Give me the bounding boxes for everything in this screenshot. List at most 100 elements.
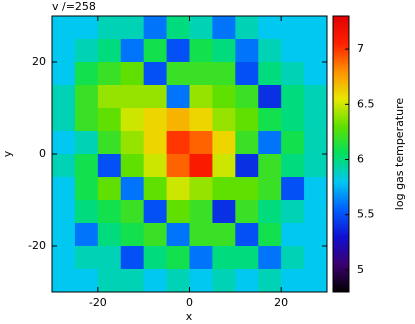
heat-cell [281,177,305,201]
heat-cell [143,223,168,247]
heat-cell [143,85,168,109]
x-tick-label: 20 [274,296,288,309]
heat-cell [189,246,213,270]
heat-cell [166,223,190,247]
heat-cell [235,246,259,270]
heat-cell [52,223,76,247]
heat-cell [281,154,305,178]
heat-cell [74,85,99,109]
heat-cell [120,108,145,132]
heat-cell [212,223,236,247]
heat-cell [304,16,328,40]
colorbar-tick-label: 5.5 [357,208,375,221]
heat-cell [304,246,328,270]
heat-cell [97,223,122,247]
heat-cell [52,269,76,293]
heat-cell [74,200,99,224]
heat-cell [258,62,282,86]
heat-cell [212,200,236,224]
heat-cell [74,246,99,270]
heat-cell [235,62,259,86]
heat-cell [281,200,305,224]
heat-cell [258,177,282,201]
heat-cell [74,62,99,86]
heat-cell [74,177,99,201]
x-axis-label: x [186,310,193,323]
y-tick-label: 0 [39,147,46,160]
heat-cell [52,16,76,40]
heat-cell [235,39,259,63]
heat-cell [304,62,328,86]
heat-cell [212,16,236,40]
heat-cell [52,200,76,224]
heat-cell [74,269,99,293]
heat-cell [212,62,236,86]
heat-cell [143,269,168,293]
heat-cell [281,246,305,270]
heat-cell [258,39,282,63]
heat-cell [74,39,99,63]
heat-cell [189,62,213,86]
heat-cell [235,200,259,224]
heat-cell [74,108,99,132]
heat-cell [52,62,76,86]
heat-cell [97,200,122,224]
heat-cell [212,108,236,132]
heat-cell [304,85,328,109]
colorbar-label: log gas temperature [393,98,406,211]
heat-cell [235,131,259,155]
heat-cell [143,131,168,155]
heat-cell [74,154,99,178]
heat-cell [97,246,122,270]
heat-cell [304,108,328,132]
heat-cell [52,85,76,109]
heat-cell [166,154,190,178]
heat-cell [120,246,145,270]
heat-cell [120,62,145,86]
heat-cell [74,16,99,40]
heat-cell [166,177,190,201]
heat-cell [235,16,259,40]
heat-cell [166,16,190,40]
heat-cell [97,154,122,178]
heat-cell [74,223,99,247]
heat-cell [258,269,282,293]
heat-cell [166,62,190,86]
chart-title: v /=258 [52,0,96,13]
heat-cell [304,177,328,201]
heat-cell [304,154,328,178]
heat-cell [120,200,145,224]
heat-cell [166,108,190,132]
heat-cell [304,200,328,224]
colorbar-tick-label: 6.5 [357,97,375,110]
heat-cell [281,108,305,132]
heat-cell [281,85,305,109]
x-tick-label: -20 [89,296,107,309]
heat-cell [212,85,236,109]
heat-cell [97,269,122,293]
heat-cell [166,246,190,270]
heat-cell [97,131,122,155]
heat-cell [235,177,259,201]
heat-cell [143,39,168,63]
heat-cell [281,131,305,155]
colorbar [332,15,350,293]
y-tick-label: 20 [32,55,46,68]
heat-cell [189,269,213,293]
heat-cell [143,108,168,132]
heat-cell [97,108,122,132]
heat-cell [166,85,190,109]
heat-cell [189,177,213,201]
heat-cell [120,223,145,247]
heat-cell [189,223,213,247]
heat-cell [120,154,145,178]
heat-cell [189,154,213,178]
heat-cell [143,246,168,270]
heat-cell [258,85,282,109]
heat-cell [120,269,145,293]
heat-cell [143,62,168,86]
heat-cell [143,177,168,201]
heat-cell [97,85,122,109]
heat-cell [189,85,213,109]
